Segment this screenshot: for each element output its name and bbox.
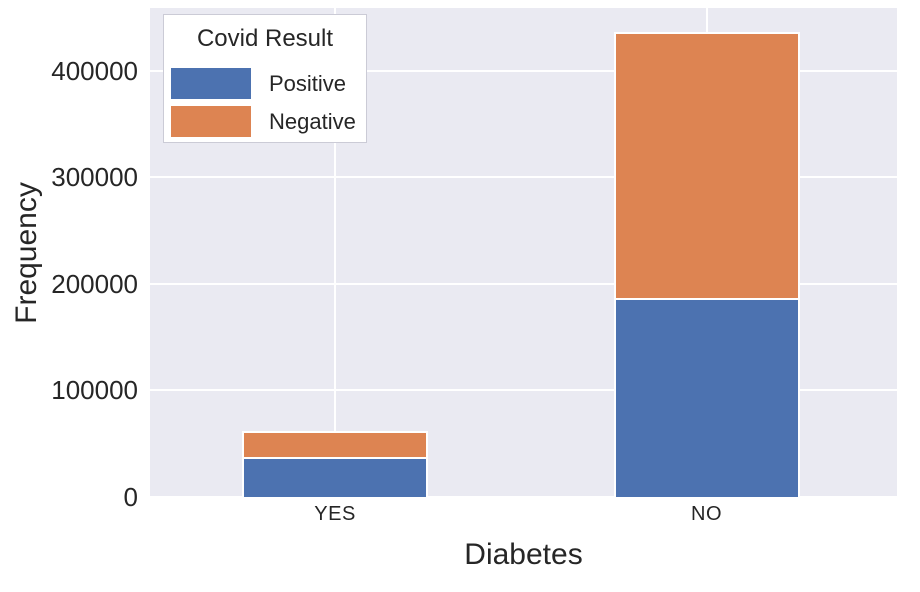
ytick-label-0: 0 <box>123 482 138 512</box>
xtick-label-no: NO <box>691 503 722 525</box>
gridline-y-200000 <box>150 282 897 285</box>
ytick-label-100000: 100000 <box>51 375 138 406</box>
legend-label-positive: Positive <box>269 70 347 96</box>
ytick-label-400000: 400000 <box>51 55 138 86</box>
gridline-y-0 <box>150 496 897 498</box>
bar-yes-positive <box>242 459 429 497</box>
x-axis-title: Diabetes <box>464 538 583 571</box>
legend-items: Positive Negative <box>164 68 366 137</box>
bar-yes-negative <box>242 431 429 459</box>
gridline-y-400000 <box>150 69 897 72</box>
bar-group-yes <box>242 431 429 497</box>
legend-title: Covid Result <box>196 25 334 52</box>
xtick-label-yes: YES <box>314 503 356 525</box>
legend-item-negative: Negative <box>171 106 366 137</box>
gridline-y-300000 <box>150 176 897 179</box>
legend-item-positive: Positive <box>171 68 366 99</box>
legend: Covid Result Positive Negative <box>163 14 367 143</box>
ytick-label-300000: 300000 <box>51 162 138 193</box>
bar-group-no <box>613 31 800 497</box>
ytick-label-200000: 200000 <box>51 268 138 299</box>
bar-no-negative <box>613 32 800 300</box>
gridline-x-yes <box>334 8 337 497</box>
plot-area <box>150 8 897 498</box>
bar-no-positive <box>613 300 800 497</box>
negative-color-swatch <box>171 106 251 137</box>
y-axis-title: Frequency <box>10 182 43 324</box>
positive-color-swatch <box>171 68 251 99</box>
legend-label-negative: Negative <box>269 108 356 134</box>
gridline-y-100000 <box>150 389 897 392</box>
